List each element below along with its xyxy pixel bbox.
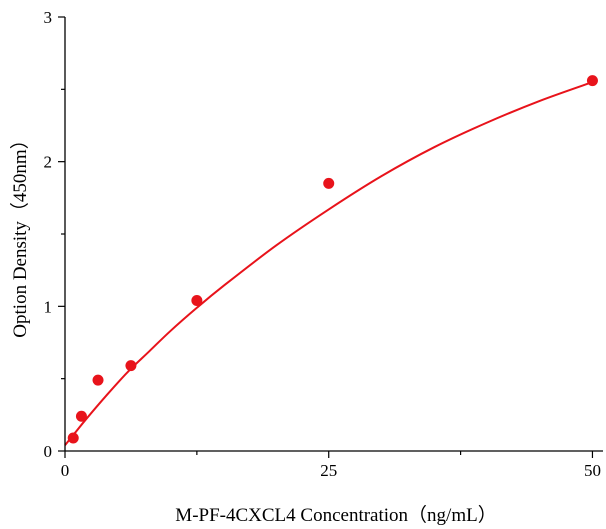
- x-tick-label: 25: [320, 461, 337, 480]
- data-point: [67, 432, 79, 444]
- fit-curve: [64, 81, 593, 446]
- x-axis-title: M-PF-4CXCL4 Concentration（ng/mL）: [175, 504, 496, 526]
- data-point: [323, 177, 335, 189]
- y-tick-label: 1: [44, 297, 53, 316]
- x-tick-label: 50: [584, 461, 601, 480]
- y-ticks: 0 1 2 3: [44, 8, 65, 461]
- data-point: [586, 75, 598, 87]
- data-point: [191, 295, 203, 307]
- data-point: [125, 360, 137, 372]
- y-tick-label: 3: [44, 8, 53, 27]
- y-tick-label: 2: [44, 153, 53, 172]
- x-ticks: 0 25 50: [61, 451, 601, 480]
- y-tick-label: 0: [44, 442, 53, 461]
- data-points: [67, 75, 598, 444]
- plot-area: [64, 75, 598, 446]
- data-point: [92, 374, 104, 386]
- data-point: [75, 410, 87, 422]
- x-tick-label: 0: [61, 461, 70, 480]
- y-axis-title: Option Density（450nm）: [9, 130, 31, 337]
